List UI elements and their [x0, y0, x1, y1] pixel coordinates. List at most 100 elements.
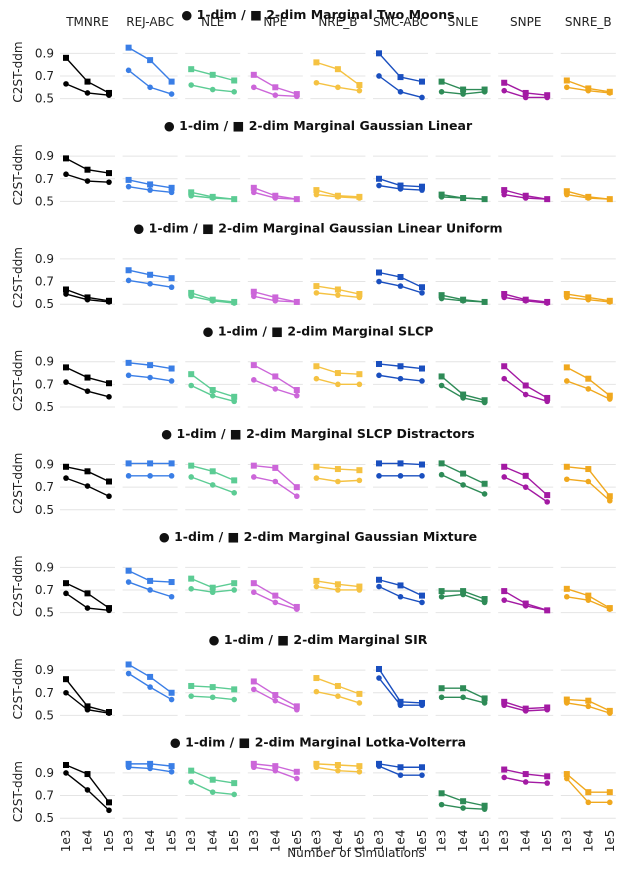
point-2dim — [188, 189, 195, 196]
point-1dim — [63, 475, 69, 481]
point-2dim — [188, 682, 195, 689]
panel-nre-b — [310, 361, 366, 408]
series-line-2dim — [128, 47, 173, 83]
panel-nre-b — [310, 258, 366, 305]
panel-snle — [435, 155, 491, 203]
point-1dim — [125, 277, 132, 284]
point-2dim — [501, 463, 508, 470]
point-2dim — [250, 462, 257, 469]
point-2dim — [419, 284, 425, 291]
x-tick-label: 1e4 — [143, 830, 157, 853]
point-2dim — [147, 57, 154, 64]
point-2dim — [168, 460, 175, 467]
point-2dim — [356, 690, 363, 697]
point-2dim — [231, 393, 238, 400]
point-2dim — [419, 461, 425, 468]
row-title: ● 1-dim / ■ 2-dim Marginal SLCP — [203, 323, 434, 338]
point-1dim — [147, 84, 153, 91]
point-2dim — [84, 771, 91, 778]
point-1dim — [585, 386, 592, 392]
panel-snpe — [498, 52, 554, 101]
point-2dim — [272, 592, 279, 599]
y-tick-label: 0.7 — [35, 480, 54, 494]
point-1dim — [147, 473, 153, 479]
panel-rej-abc — [122, 460, 178, 511]
x-tick-label: 1e3 — [247, 830, 261, 853]
point-1dim — [501, 375, 508, 382]
point-2dim — [522, 705, 529, 712]
point-2dim — [397, 460, 404, 467]
point-1dim — [376, 473, 382, 479]
point-1dim — [356, 477, 363, 484]
x-tick-label: 1e5 — [290, 830, 304, 853]
point-2dim — [460, 195, 467, 202]
point-1dim — [188, 586, 194, 592]
panel-nre-b — [310, 52, 366, 100]
point-1dim — [125, 473, 132, 479]
point-1dim — [147, 765, 153, 772]
method-label: SMC-ABC — [373, 15, 428, 29]
point-2dim — [481, 802, 488, 809]
point-1dim — [564, 593, 570, 600]
x-tick-label: 1e4 — [206, 830, 220, 853]
panel-rej-abc — [122, 258, 178, 305]
point-2dim — [585, 85, 592, 92]
point-1dim — [209, 694, 216, 701]
point-1dim — [460, 91, 466, 97]
y-tick-label: 0.5 — [35, 297, 54, 311]
panel-snre-b — [560, 155, 616, 203]
point-2dim — [209, 387, 216, 394]
point-1dim — [272, 386, 279, 392]
x-tick-label: 1e5 — [102, 830, 116, 853]
y-tick-label: 0.7 — [35, 686, 54, 700]
point-2dim — [544, 92, 551, 99]
point-1dim — [147, 684, 153, 690]
point-2dim — [522, 600, 529, 607]
x-tick-label: 1e3 — [122, 830, 136, 853]
point-1dim — [460, 482, 466, 488]
point-1dim — [231, 89, 237, 95]
x-tick-label: 1e3 — [59, 830, 73, 853]
point-2dim — [168, 689, 175, 696]
point-2dim — [544, 298, 551, 305]
method-label: SNPE — [510, 15, 541, 29]
point-2dim — [419, 365, 425, 372]
method-label: NLE — [201, 15, 224, 29]
point-1dim — [272, 478, 279, 485]
panel-snpe — [498, 258, 554, 306]
y-tick-label: 0.5 — [35, 194, 54, 208]
point-2dim — [376, 460, 382, 467]
point-2dim — [460, 391, 467, 398]
point-2dim — [544, 196, 551, 203]
point-2dim — [544, 704, 551, 711]
point-2dim — [272, 692, 279, 699]
panel-smc-abc — [373, 50, 428, 101]
point-2dim — [293, 484, 300, 491]
point-2dim — [188, 289, 195, 296]
point-2dim — [334, 761, 341, 768]
point-2dim — [419, 699, 425, 706]
y-tick-label: 0.7 — [35, 69, 54, 83]
point-2dim — [481, 196, 488, 203]
point-1dim — [501, 774, 508, 781]
point-1dim — [294, 392, 300, 399]
y-tick-label: 0.5 — [35, 606, 54, 620]
point-2dim — [125, 267, 132, 274]
point-1dim — [106, 394, 112, 400]
point-2dim — [334, 66, 341, 73]
point-1dim — [147, 281, 153, 287]
point-2dim — [606, 707, 613, 714]
y-tick-label: 0.5 — [35, 400, 54, 414]
point-2dim — [106, 605, 112, 612]
point-1dim — [419, 378, 425, 384]
point-2dim — [376, 175, 382, 182]
point-1dim — [438, 801, 445, 808]
point-2dim — [438, 191, 445, 198]
point-2dim — [438, 588, 445, 595]
point-2dim — [585, 789, 592, 796]
point-1dim — [564, 775, 570, 782]
point-2dim — [188, 371, 195, 378]
y-tick-label: 0.5 — [35, 708, 54, 722]
point-2dim — [313, 283, 320, 290]
